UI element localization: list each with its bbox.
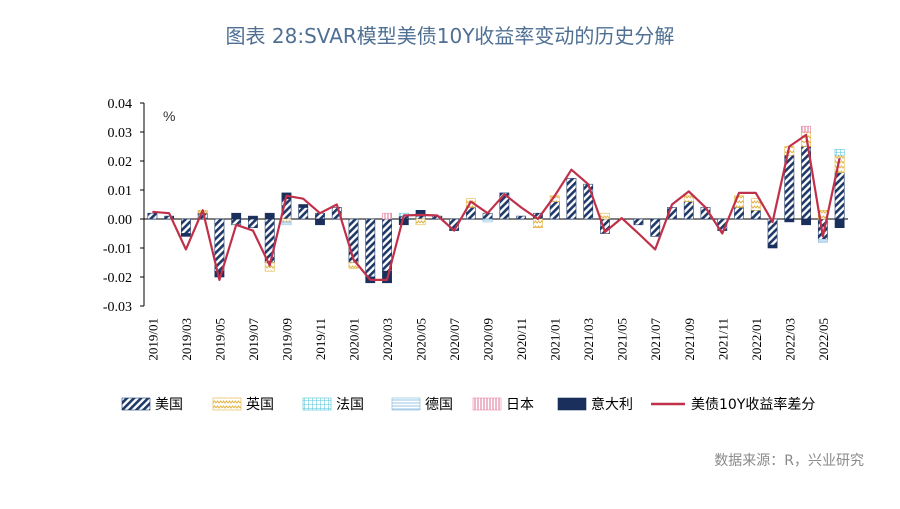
bar-意大利-2019/08 bbox=[264, 212, 275, 220]
axes: 0.04 0.03 0.02 0.01 0.00 -0.01 -0.02 -0.03% bbox=[103, 97, 848, 315]
x-tick-label: 2021/11 bbox=[715, 318, 730, 360]
x-tick-labels: 2019/01 2019/03 2019/05 2019/07 2019/09 2019/… bbox=[145, 318, 830, 361]
bar-意大利-2022/02 bbox=[767, 244, 778, 249]
bar-美国-2021/09 bbox=[683, 201, 694, 220]
bar-德国-2019/09 bbox=[281, 221, 292, 226]
x-tick-label: 2020/03 bbox=[380, 318, 395, 361]
x-tick-label: 2019/05 bbox=[212, 318, 227, 361]
legend-swatch-美国 bbox=[121, 397, 151, 411]
bar-德国-2022/05 bbox=[817, 239, 828, 243]
bar-美国-2022/06 bbox=[834, 172, 845, 220]
bar-美国-2021/01 bbox=[549, 201, 560, 220]
bar-意大利-2019/03 bbox=[180, 233, 191, 237]
x-tick-label: 2020/05 bbox=[414, 318, 429, 361]
y-tick-label: -0.03 bbox=[103, 300, 132, 315]
x-tick-label: 2019/11 bbox=[313, 318, 328, 360]
y-tick-label: 0.01 bbox=[108, 184, 133, 199]
y-tick-label: 0.03 bbox=[108, 126, 133, 141]
bar-英国-2020/05 bbox=[415, 218, 426, 226]
bar-美国-2021/07 bbox=[650, 218, 661, 237]
x-tick-label: 2021/07 bbox=[648, 318, 663, 361]
bar-意大利-2022/06 bbox=[834, 218, 845, 228]
x-tick-label: 2019/09 bbox=[279, 318, 294, 361]
bar-美国-2019/02 bbox=[164, 215, 175, 220]
bar-英国-2020/12 bbox=[532, 218, 543, 228]
chart-title: 图表 28:SVAR模型美债10Y收益率变动的历史分解 bbox=[225, 24, 675, 48]
legend-swatch-意大利 bbox=[557, 397, 587, 411]
bar-意大利-2022/04 bbox=[801, 218, 812, 226]
bar-英国-2021/04 bbox=[600, 212, 610, 220]
bar-美国-2020/10 bbox=[499, 192, 510, 220]
legend-label-法国: 法国 bbox=[336, 397, 364, 413]
x-tick-label: 2020/09 bbox=[481, 318, 496, 361]
y-tick-label: -0.01 bbox=[103, 242, 132, 257]
bar-美国-2021/06 bbox=[633, 218, 644, 226]
legend-label-英国: 英国 bbox=[246, 396, 274, 413]
legend-label-日本: 日本 bbox=[506, 397, 534, 413]
bar-日本-2020/03 bbox=[382, 212, 392, 220]
bar-意大利-2019/07 bbox=[248, 215, 258, 220]
y-tick-label: 0.02 bbox=[108, 155, 133, 170]
bar-美国-2021/02 bbox=[566, 178, 577, 220]
bar-英国-2021/09 bbox=[683, 195, 694, 202]
x-tick-label: 2019/01 bbox=[145, 318, 160, 361]
bar-意大利-2019/06 bbox=[231, 212, 242, 220]
x-tick-label: 2022/01 bbox=[749, 318, 764, 361]
bar-美国-2021/12 bbox=[734, 207, 744, 220]
legend-swatch-法国 bbox=[302, 397, 332, 411]
x-tick-label: 2020/07 bbox=[447, 318, 462, 361]
x-tick-label: 2019/07 bbox=[246, 318, 261, 361]
bar-美国-2019/01 bbox=[147, 212, 158, 220]
x-tick-label: 2020/01 bbox=[347, 318, 362, 361]
legend-label-美债10Y收益率差分: 美债10Y收益率差分 bbox=[691, 396, 815, 413]
bar-英国-2022/01 bbox=[750, 198, 761, 211]
line-layer bbox=[152, 133, 841, 281]
x-tick-label: 2019/03 bbox=[179, 318, 194, 361]
x-tick-label: 2021/03 bbox=[581, 318, 596, 361]
x-tick-label: 2021/09 bbox=[682, 318, 697, 361]
x-tick-label: 2020/11 bbox=[514, 318, 529, 360]
bar-美国-2020/11 bbox=[516, 215, 527, 220]
legend-label-意大利: 意大利 bbox=[591, 396, 633, 413]
y-tick-label: 0.00 bbox=[108, 213, 133, 228]
x-tick-label: 2021/05 bbox=[615, 318, 630, 361]
bar-美国-2019/03 bbox=[180, 218, 191, 234]
bar-美国-2019/07 bbox=[248, 218, 258, 228]
bar-意大利-2020/05 bbox=[415, 210, 426, 217]
legend-label-美国: 美国 bbox=[155, 397, 183, 413]
legend: 美国 英国 法国 德国 日本 意大利 美债10Y收益率差分 bbox=[121, 396, 815, 413]
x-tick-label: 2022/03 bbox=[782, 318, 797, 361]
bar-美国-2021/03 bbox=[583, 183, 594, 220]
series-line-美债10Y收益率差分 bbox=[152, 133, 841, 281]
bar-法国-2022/06 bbox=[834, 149, 845, 156]
legend-swatch-德国 bbox=[391, 397, 421, 411]
bar-德国-2020/09 bbox=[482, 218, 493, 223]
legend-swatch-日本 bbox=[472, 397, 502, 411]
y-tick-label: 0.04 bbox=[108, 97, 133, 112]
bar-日本-2022/04 bbox=[801, 125, 812, 133]
source-note: 数据来源：R，兴业研究 bbox=[714, 453, 864, 469]
bar-意大利-2022/03 bbox=[784, 218, 795, 223]
x-tick-label: 2021/01 bbox=[548, 318, 563, 361]
bar-意大利-2019/10 bbox=[298, 204, 309, 208]
bar-意大利-2019/11 bbox=[315, 218, 325, 226]
bar-美国-2020/05 bbox=[415, 215, 426, 220]
legend-swatch-英国 bbox=[212, 397, 242, 411]
x-tick-label: 2022/05 bbox=[816, 318, 831, 361]
bar-美国-2019/10 bbox=[298, 207, 309, 220]
unit-label: % bbox=[163, 108, 175, 124]
legend-label-德国: 德国 bbox=[425, 397, 453, 413]
y-tick-label: -0.02 bbox=[103, 271, 132, 286]
bar-美国-2020/02 bbox=[365, 218, 376, 278]
bar-美国-2022/01 bbox=[750, 210, 761, 220]
bar-英国-2019/09 bbox=[281, 218, 292, 223]
